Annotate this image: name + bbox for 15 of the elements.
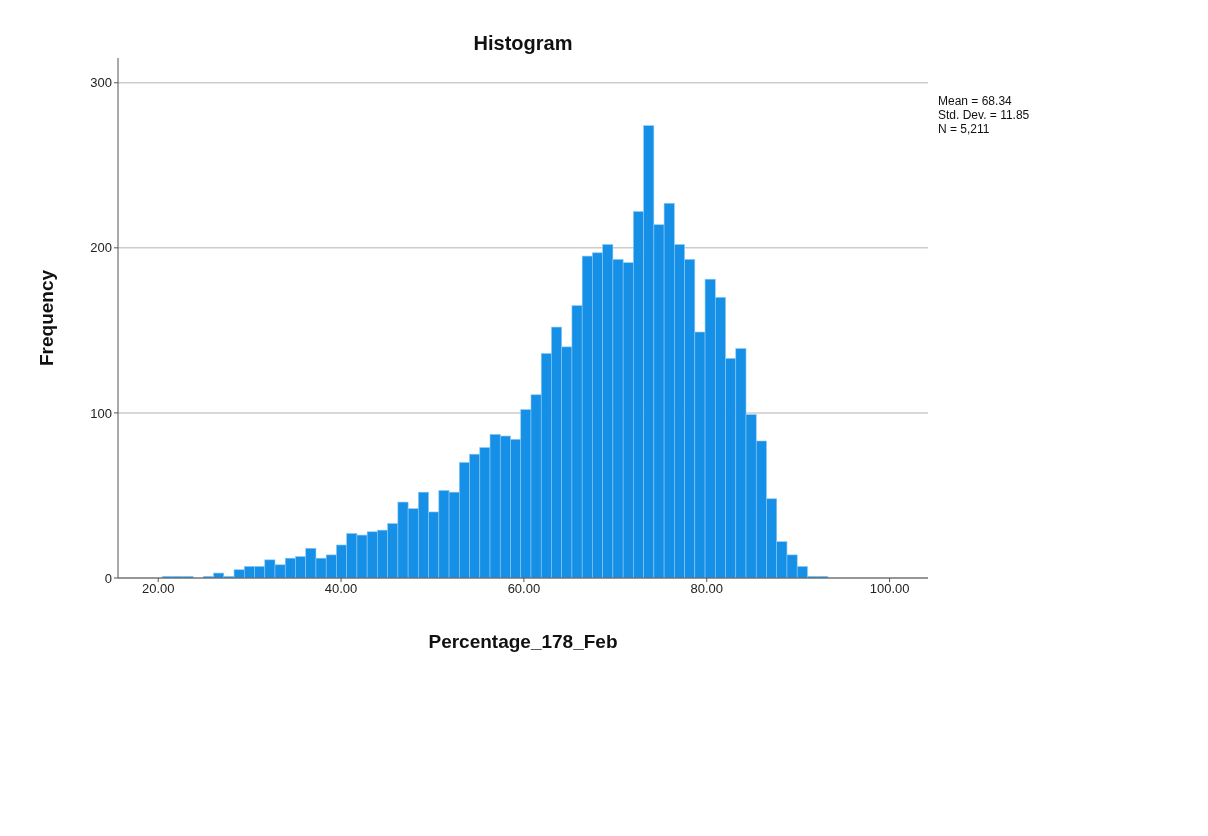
- x-tick-label: 100.00: [869, 581, 910, 597]
- x-tick-label: 60.00: [507, 581, 541, 597]
- x-axis-title: Percentage_178_Feb: [428, 631, 618, 652]
- chart-title: Histogram: [472, 32, 574, 55]
- text: N = 5,211: [938, 122, 991, 136]
- y-tick-label: 300: [90, 75, 112, 91]
- y-tick-label: 200: [90, 240, 112, 256]
- text: Mean = 68.34: [938, 94, 1013, 108]
- y-tick-label: 100: [90, 405, 112, 421]
- x-tick-label: 80.00: [690, 581, 724, 597]
- x-tick-label: 40.00: [324, 581, 358, 597]
- x-tick-label: 20.00: [141, 581, 175, 597]
- text: Std. Dev. = 11.85: [938, 108, 1030, 122]
- y-tick-label: 0: [104, 570, 112, 586]
- y-axis-title: Frequency: [35, 269, 57, 367]
